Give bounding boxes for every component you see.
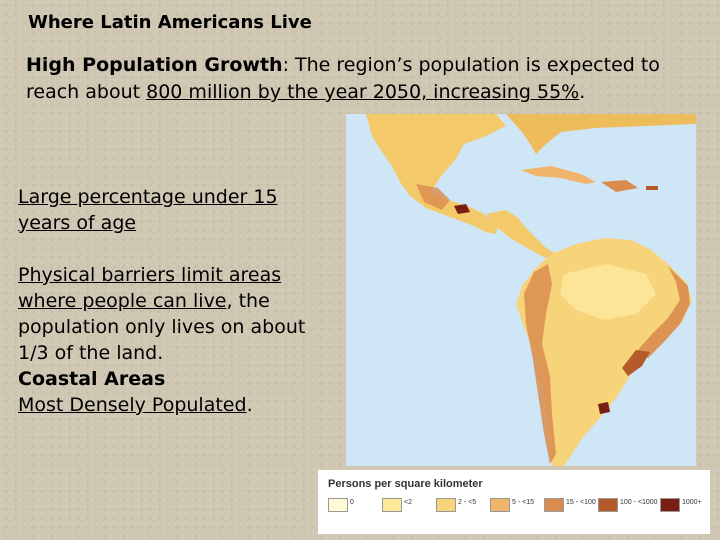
legend-items: 0 <2 2 - <5 5 - <15 15 - <100 100 - <100… <box>328 498 708 528</box>
mexico-city-density <box>454 204 470 214</box>
population-growth-text: High Population Growth: The region’s pop… <box>26 52 706 106</box>
legend-label: 5 - <15 <box>512 499 534 506</box>
growth-text-part-1: : The region’s population is expected to… <box>26 54 660 103</box>
us-southeast-landmass <box>506 114 696 154</box>
densely-populated-line: Most Densely Populated. <box>18 392 328 418</box>
hispaniola-island <box>601 180 638 192</box>
legend-swatch <box>328 498 348 512</box>
coastal-areas-label: Coastal Areas <box>18 368 166 390</box>
densely-populated-label: Most Densely Populated <box>18 394 247 416</box>
legend-title: Persons per square kilometer <box>328 478 483 490</box>
legend-label: <2 <box>404 499 412 506</box>
slide-title: Where Latin Americans Live <box>28 12 312 33</box>
legend-swatch <box>490 498 510 512</box>
cuba-island <box>521 166 596 184</box>
growth-text-part-2: . <box>579 81 586 103</box>
population-density-map <box>346 114 696 466</box>
buenos-aires-density <box>598 402 610 414</box>
legend-label: 1000+ <box>682 499 702 506</box>
mexico-landmass <box>366 114 506 234</box>
central-america-landmass <box>486 210 556 260</box>
puerto-rico-island <box>646 186 658 190</box>
legend-label: 15 - <100 <box>566 499 596 506</box>
growth-label: High Population Growth <box>26 54 283 76</box>
amazon-sparse-area <box>560 264 656 320</box>
legend-label: 100 - <1000 <box>620 499 658 506</box>
densely-populated-period: . <box>246 394 253 416</box>
map-legend: Persons per square kilometer 0 <2 2 - <5… <box>318 470 710 534</box>
legend-swatch <box>436 498 456 512</box>
legend-label: 0 <box>350 499 354 506</box>
barriers-point: Physical barriers limit areas where peop… <box>18 262 328 366</box>
southeast-brazil-density <box>622 350 650 376</box>
americas-map-graphic <box>346 114 696 466</box>
andes-density-band <box>524 264 556 464</box>
legend-swatch <box>544 498 564 512</box>
barriers-text: , the population only lives on about 1/3… <box>18 290 306 364</box>
growth-text-underlined: 800 million by the year 2050, increasing… <box>146 81 580 103</box>
legend-swatch <box>382 498 402 512</box>
youth-point: Large percentage under 15 years of age <box>18 186 278 234</box>
legend-swatch <box>660 498 680 512</box>
legend-label: 2 - <5 <box>458 499 477 506</box>
mexico-central-density <box>416 184 450 210</box>
barriers-underlined: Physical barriers limit areas where peop… <box>18 264 282 312</box>
brazil-coast-density <box>638 266 690 358</box>
left-column-text: Large percentage under 15 years of age P… <box>18 184 328 418</box>
legend-swatch <box>598 498 618 512</box>
